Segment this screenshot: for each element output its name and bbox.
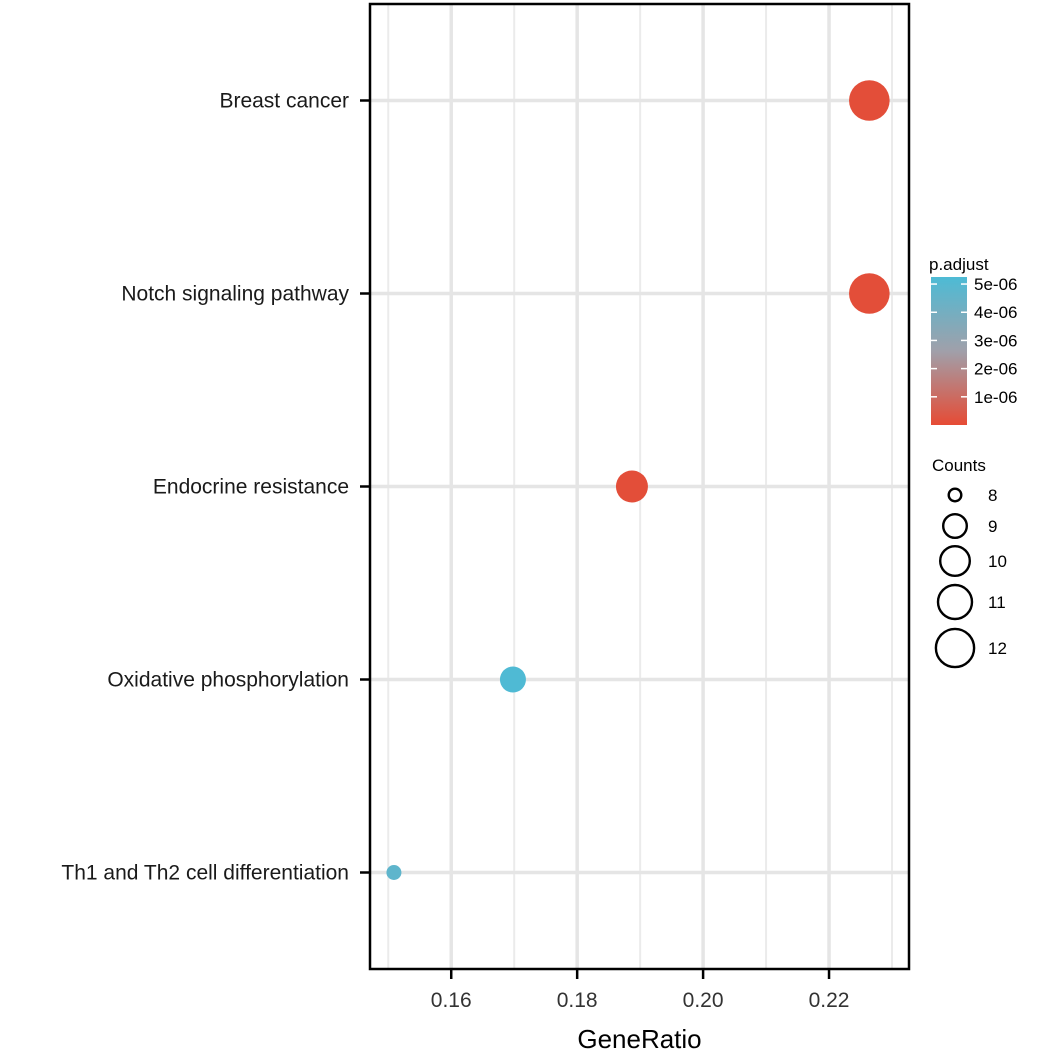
y-tick-label: Breast cancer bbox=[219, 90, 349, 113]
color-legend-label: 5e-06 bbox=[974, 275, 1017, 294]
y-tick-label: Notch signaling pathway bbox=[121, 283, 349, 306]
color-legend-label: 1e-06 bbox=[974, 388, 1017, 407]
size-legend-label: 12 bbox=[988, 639, 1007, 658]
data-points bbox=[386, 80, 890, 880]
size-legend-title: Counts bbox=[932, 456, 986, 475]
data-point bbox=[499, 666, 526, 693]
size-legend-key bbox=[939, 545, 972, 578]
y-tick-label: Th1 and Th2 cell differentiation bbox=[61, 862, 349, 885]
x-tick-label: 0.20 bbox=[683, 989, 724, 1012]
data-point bbox=[386, 865, 402, 880]
y-tick-label: Endocrine resistance bbox=[153, 476, 349, 499]
size-legend-key bbox=[934, 627, 976, 669]
color-legend-label: 2e-06 bbox=[974, 360, 1017, 379]
size-legend-key bbox=[947, 487, 963, 503]
data-point bbox=[615, 470, 648, 503]
size-legend-label: 9 bbox=[988, 517, 997, 536]
color-bar bbox=[931, 277, 967, 425]
x-tick-label: 0.22 bbox=[809, 989, 850, 1012]
x-tick-label: 0.16 bbox=[431, 989, 472, 1012]
color-legend-label: 4e-06 bbox=[974, 303, 1017, 322]
size-legend-key bbox=[942, 513, 969, 540]
data-point bbox=[849, 80, 890, 121]
y-axis: Breast cancer Notch signaling pathway Endo… bbox=[61, 90, 370, 885]
grid-lines bbox=[370, 4, 909, 969]
size-legend-label: 11 bbox=[988, 593, 1006, 612]
y-tick-label: Oxidative phosphorylation bbox=[107, 669, 349, 692]
color-legend-label: 3e-06 bbox=[974, 331, 1017, 350]
color-legend-title: p.adjust bbox=[929, 255, 989, 274]
x-axis: 0.16 0.18 0.20 0.22 bbox=[431, 969, 850, 1012]
data-point bbox=[849, 273, 890, 314]
x-axis-title: GeneRatio bbox=[577, 1024, 701, 1053]
x-tick-label: 0.18 bbox=[557, 989, 598, 1012]
size-legend-label: 10 bbox=[988, 552, 1007, 571]
size-legend-key bbox=[936, 583, 974, 621]
size-legend-label: 8 bbox=[988, 486, 997, 505]
